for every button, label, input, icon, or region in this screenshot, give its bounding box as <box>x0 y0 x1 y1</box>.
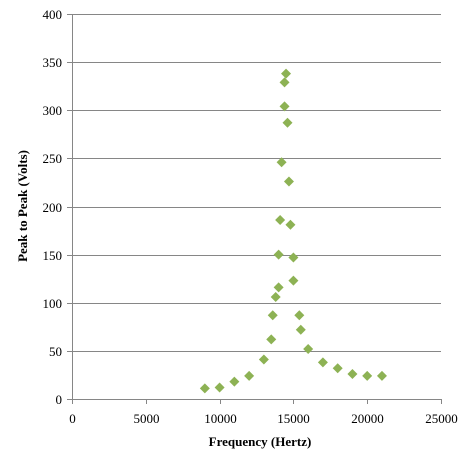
x-tick-label: 20000 <box>351 411 384 426</box>
data-point-marker <box>288 252 299 263</box>
y-tick-label: 200 <box>43 200 63 215</box>
x-axis-title: Frequency (Hertz) <box>209 434 312 449</box>
data-point-marker <box>279 101 290 112</box>
x-tick-label: 5000 <box>134 411 160 426</box>
y-tick-label: 250 <box>43 151 63 166</box>
data-point-marker <box>283 176 294 187</box>
data-point-marker <box>317 357 328 368</box>
data-point-marker <box>267 310 278 321</box>
data-point-marker <box>347 368 358 379</box>
data-point-marker <box>332 363 343 374</box>
data-point-marker <box>362 370 373 381</box>
data-points <box>199 68 387 394</box>
data-point-marker <box>276 157 287 168</box>
data-point-marker <box>258 354 269 365</box>
data-point-marker <box>295 324 306 335</box>
data-point-marker <box>303 343 314 354</box>
data-point-marker <box>273 282 284 293</box>
x-tick-label: 15000 <box>277 411 310 426</box>
y-tick-label: 150 <box>43 248 63 263</box>
data-point-marker <box>282 117 293 128</box>
y-tick-label: 400 <box>43 7 63 22</box>
x-tick-label: 25000 <box>425 411 458 426</box>
y-tick-label: 50 <box>49 344 62 359</box>
x-tick-label: 10000 <box>204 411 237 426</box>
data-point-marker <box>214 382 225 393</box>
data-point-marker <box>275 214 286 225</box>
data-point-marker <box>294 310 305 321</box>
gridlines <box>72 14 441 352</box>
data-point-marker <box>229 376 240 387</box>
data-point-marker <box>266 334 277 345</box>
data-point-marker <box>288 275 299 286</box>
data-point-marker <box>270 291 281 302</box>
data-point-marker <box>285 219 296 230</box>
y-tick-label: 100 <box>43 296 63 311</box>
data-point-marker <box>244 370 255 381</box>
y-axis-title: Peak to Peak (Volts) <box>15 150 30 262</box>
data-point-marker <box>376 370 387 381</box>
y-tick-label: 0 <box>56 392 63 407</box>
tick-labels: 0 50 100 150 200 250 300 350 400 0 5000 10000 15000 2… <box>43 7 458 426</box>
data-point-marker <box>273 249 284 260</box>
data-point-marker <box>279 77 290 88</box>
x-tick-label: 0 <box>69 411 76 426</box>
y-tick-label: 350 <box>43 55 63 70</box>
y-tick-label: 300 <box>43 103 63 118</box>
data-point-marker <box>281 68 292 79</box>
axes <box>67 14 442 404</box>
data-point-marker <box>199 383 210 394</box>
